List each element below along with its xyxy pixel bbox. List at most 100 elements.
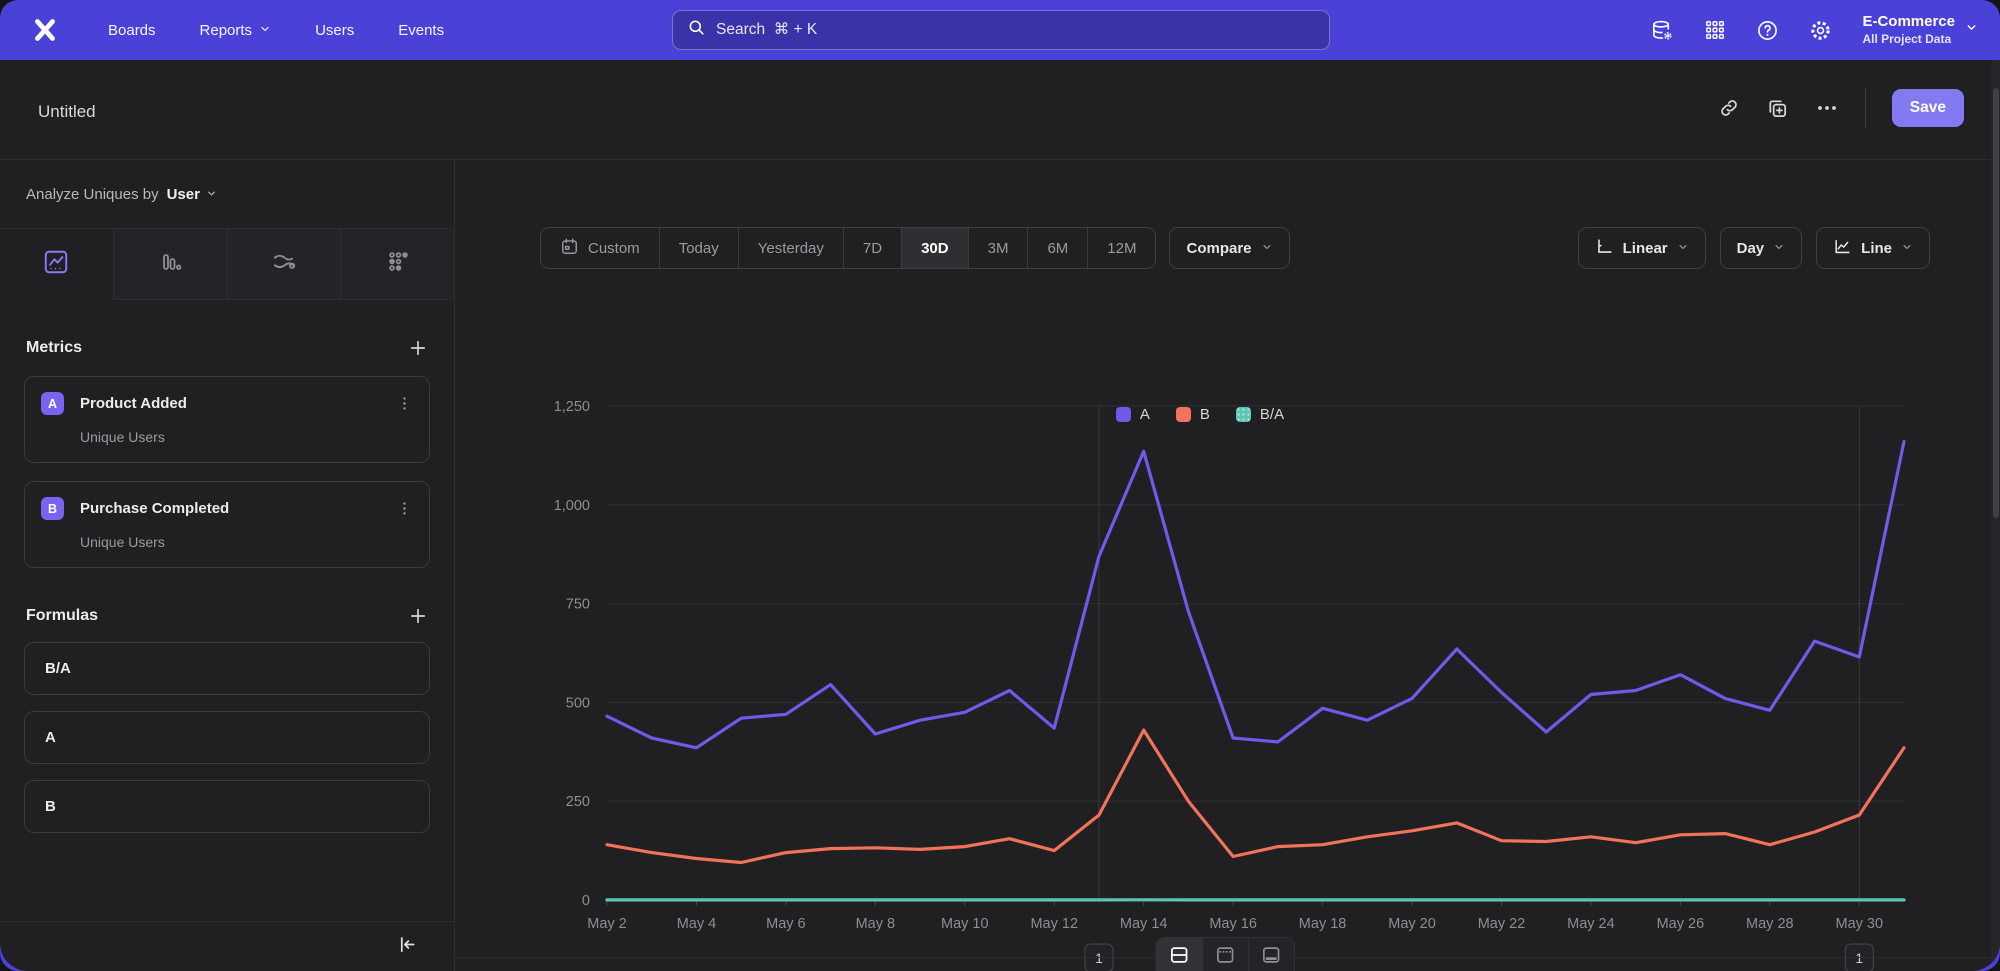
interval-label: Day: [1736, 239, 1765, 257]
legend-swatch-b: [1175, 407, 1191, 422]
search-icon: [687, 18, 706, 42]
more-options-icon[interactable]: [1815, 96, 1839, 120]
svg-text:May 8: May 8: [856, 916, 896, 932]
data-management-icon[interactable]: [1651, 19, 1674, 42]
nav-item-events[interactable]: Events: [398, 22, 444, 39]
scrollbar-track[interactable]: [1991, 60, 2000, 971]
query-sidebar: Analyze Uniques by User: [0, 160, 455, 971]
kebab-menu-icon[interactable]: [396, 500, 413, 517]
range-3m[interactable]: 3M: [967, 228, 1028, 268]
formula-card-ba[interactable]: B/A: [24, 642, 430, 695]
legend-item-b[interactable]: B: [1175, 406, 1210, 423]
linear-axis-icon: [1595, 237, 1614, 260]
nav-items: Boards Reports Users Events: [108, 22, 444, 39]
nav-label: Reports: [199, 21, 253, 39]
formulas-header: Formulas: [0, 606, 454, 626]
analyze-value: User: [166, 185, 200, 203]
save-button[interactable]: Save: [1891, 89, 1964, 127]
formula-card-b[interactable]: B: [24, 780, 430, 833]
metric-subtitle[interactable]: Unique Users: [80, 534, 165, 550]
formula-card-a[interactable]: A: [24, 711, 430, 764]
metric-row: B Purchase Completed: [41, 497, 413, 520]
report-header: Untitled: [0, 60, 2000, 160]
analyze-by-dropdown[interactable]: User: [167, 186, 217, 203]
svg-text:May 2: May 2: [587, 916, 627, 932]
metric-row: A Product Added: [41, 392, 413, 415]
range-12m[interactable]: 12M: [1087, 228, 1155, 268]
range-custom[interactable]: Custom: [541, 228, 659, 268]
range-today[interactable]: Today: [658, 228, 738, 268]
tab-flows[interactable]: [226, 229, 341, 300]
svg-text:May 30: May 30: [1835, 916, 1883, 932]
chart-type-label: Line: [1861, 239, 1892, 257]
search-input[interactable]: [716, 21, 1315, 39]
mixpanel-logo-icon[interactable]: [30, 15, 60, 45]
chart-controls: Custom Today Yesterday 7D 30D 3M 6M 12M …: [540, 227, 1930, 269]
legend-item-ba[interactable]: B/A: [1235, 406, 1284, 423]
bar-chart-icon: [157, 249, 183, 280]
add-formula-button[interactable]: [408, 606, 428, 626]
report-actions: Save: [1718, 88, 1964, 128]
apps-grid-icon[interactable]: [1704, 19, 1726, 41]
navbar-right: E-Commerce All Project Data: [1651, 0, 1978, 60]
range-30d[interactable]: 30D: [901, 228, 968, 268]
scale-dropdown[interactable]: Linear: [1577, 227, 1706, 269]
svg-text:May 18: May 18: [1299, 916, 1347, 932]
nav-item-reports[interactable]: Reports: [200, 22, 272, 39]
metrics-title: Metrics: [26, 339, 83, 356]
range-yesterday[interactable]: Yesterday: [737, 228, 843, 268]
tab-retention-grid[interactable]: [340, 229, 454, 300]
line-chart[interactable]: 0 250 500 750 1,000 1,250 1 1 May 2 May 4 May 6 May…: [463, 390, 1973, 971]
layout-bottom-panel-button[interactable]: [1247, 938, 1294, 971]
metric-card-purchase-completed[interactable]: B Purchase Completed Unique Users: [24, 481, 430, 568]
kebab-menu-icon[interactable]: [396, 395, 413, 412]
layout-split-horizontal-button[interactable]: [1155, 938, 1202, 971]
chevron-down-icon: [1965, 21, 1978, 39]
help-icon[interactable]: [1756, 19, 1779, 42]
workspace: Analyze Uniques by User: [0, 160, 2000, 971]
metric-name: Product Added: [80, 395, 187, 412]
project-selector[interactable]: E-Commerce All Project Data: [1862, 13, 1978, 47]
nav-label: Users: [315, 21, 355, 39]
range-6m[interactable]: 6M: [1027, 228, 1087, 268]
legend-item-a[interactable]: A: [1115, 406, 1150, 423]
add-metric-button[interactable]: [408, 338, 428, 358]
svg-text:May 28: May 28: [1746, 916, 1794, 932]
nav-item-boards[interactable]: Boards: [108, 22, 156, 39]
chevron-down-icon: [259, 22, 271, 39]
svg-text:May 14: May 14: [1120, 916, 1168, 932]
svg-text:May 6: May 6: [766, 916, 806, 932]
metric-subtitle[interactable]: Unique Users: [80, 429, 165, 445]
chevron-down-icon: [1773, 240, 1785, 257]
tab-bar-chart[interactable]: [112, 229, 227, 300]
line-chart-icon: [42, 248, 70, 281]
chevron-down-icon: [206, 186, 217, 203]
range-7d[interactable]: 7D: [842, 228, 901, 268]
metric-letter-badge: A: [41, 392, 64, 415]
legend-swatch-a: [1115, 407, 1131, 422]
svg-text:May 20: May 20: [1388, 916, 1436, 932]
analyze-row: Analyze Uniques by User: [0, 160, 454, 228]
date-range-segmented-control: Custom Today Yesterday 7D 30D 3M 6M 12M: [540, 227, 1157, 269]
project-text: E-Commerce All Project Data: [1862, 13, 1955, 47]
chevron-down-icon: [1261, 240, 1273, 257]
tab-line-chart[interactable]: [0, 229, 113, 300]
collapse-sidebar-icon[interactable]: [397, 934, 418, 960]
copy-link-icon[interactable]: [1718, 97, 1740, 119]
scrollbar-thumb[interactable]: [1992, 88, 1999, 518]
duplicate-icon[interactable]: [1766, 97, 1789, 120]
compare-label: Compare: [1186, 239, 1252, 257]
report-title[interactable]: Untitled: [38, 102, 96, 121]
chart-main-area: Custom Today Yesterday 7D 30D 3M 6M 12M …: [455, 160, 2000, 971]
metric-card-product-added[interactable]: A Product Added Unique Users: [24, 376, 430, 463]
nav-item-users[interactable]: Users: [315, 22, 354, 39]
compare-dropdown[interactable]: Compare: [1169, 227, 1290, 269]
calendar-icon: [560, 237, 579, 260]
search-bar[interactable]: [672, 10, 1330, 50]
sidebar-footer: [0, 921, 454, 971]
settings-gear-icon[interactable]: [1809, 19, 1832, 42]
layout-header-panel-button[interactable]: [1201, 938, 1248, 971]
legend-swatch-ba: [1235, 407, 1251, 422]
interval-dropdown[interactable]: Day: [1719, 227, 1803, 269]
chart-type-dropdown[interactable]: Line: [1816, 227, 1930, 269]
